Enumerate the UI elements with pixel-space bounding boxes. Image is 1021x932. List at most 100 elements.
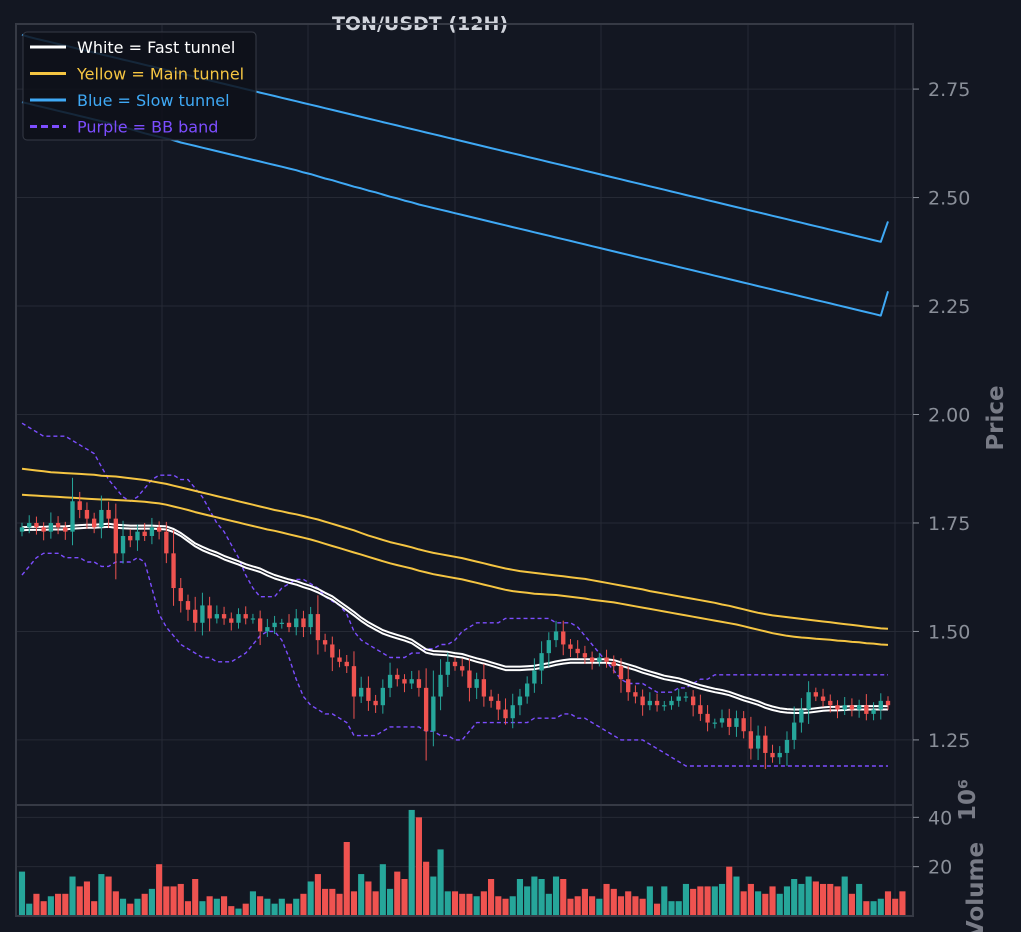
- candle-body: [438, 674, 443, 697]
- volume-bar: [755, 891, 762, 916]
- volume-bar: [819, 883, 827, 916]
- volume-bar: [228, 906, 235, 916]
- volume-bar: [726, 866, 733, 916]
- volume-bar: [192, 879, 199, 916]
- volume-bar: [379, 864, 386, 916]
- candle-body: [705, 713, 710, 723]
- volume-bar: [127, 903, 134, 916]
- volume-bar: [495, 896, 502, 916]
- volume-bar: [163, 886, 170, 916]
- candle-body: [402, 679, 407, 684]
- candle-body: [178, 588, 183, 602]
- candle-body: [488, 696, 494, 701]
- volume-bar: [682, 883, 690, 916]
- candle-body: [618, 666, 624, 680]
- volume-bar: [451, 891, 459, 916]
- price-tick-label: 1.25: [928, 730, 970, 752]
- price-tick-label: 2.50: [928, 188, 970, 210]
- candle-body: [301, 618, 306, 628]
- volume-bar: [213, 898, 220, 916]
- legend-label: Yellow = Main tunnel: [76, 65, 244, 84]
- candle-body: [517, 696, 523, 706]
- volume-bar: [220, 896, 228, 916]
- candle-body: [19, 527, 25, 532]
- candle-body: [330, 644, 335, 658]
- volume-bar: [235, 908, 242, 916]
- volume-bar: [762, 893, 769, 916]
- candle-body: [813, 692, 818, 697]
- candle-body: [878, 700, 883, 710]
- volume-bar: [552, 876, 560, 916]
- price-tick-label: 2.75: [928, 79, 970, 101]
- price-tick-label: 2.00: [928, 405, 970, 427]
- price-tick-label: 1.50: [928, 621, 970, 643]
- volume-bar: [863, 901, 870, 916]
- candle-body: [604, 657, 609, 662]
- candle-body: [207, 605, 212, 619]
- volume-bar: [26, 903, 33, 916]
- candle-body: [842, 705, 847, 710]
- candle-body: [92, 518, 97, 528]
- volume-bar: [55, 893, 62, 916]
- candle-body: [193, 609, 198, 623]
- candle-body: [70, 501, 75, 532]
- volume-bar: [791, 879, 798, 916]
- volume-bar: [47, 896, 54, 916]
- candle-body: [250, 618, 256, 620]
- candle-body: [835, 705, 840, 710]
- volume-bar: [747, 883, 754, 916]
- volume-bar: [206, 896, 213, 916]
- candle-body: [792, 722, 797, 740]
- volume-bar: [675, 901, 682, 916]
- candle-body: [344, 661, 349, 667]
- candle-body: [885, 700, 891, 706]
- candle-body: [683, 696, 689, 698]
- candlesticks: [19, 477, 891, 770]
- volume-bar: [242, 903, 249, 916]
- legend: White = Fast tunnel Yellow = Main tunnel B…: [22, 31, 257, 141]
- candle-body: [445, 661, 450, 675]
- volume-bar: [892, 898, 899, 916]
- volume-bar: [899, 891, 906, 916]
- volume-bar: [322, 888, 329, 916]
- candle-body: [575, 648, 580, 654]
- candle-body: [539, 653, 544, 671]
- volume-bar: [690, 888, 697, 916]
- candle-body: [561, 631, 566, 645]
- candle-body: [236, 614, 241, 623]
- candle-body: [214, 614, 220, 619]
- volume-tick-label: 40: [928, 807, 952, 829]
- volume-multiplier-label: 10⁶: [955, 779, 981, 821]
- candle-body: [423, 687, 429, 732]
- candle-body: [373, 700, 378, 706]
- candle-body: [777, 752, 782, 758]
- volume-bar: [589, 896, 596, 916]
- volume-bar: [841, 876, 848, 916]
- volume-bar: [884, 891, 892, 916]
- candle-body: [128, 535, 133, 541]
- candle-body: [741, 718, 746, 732]
- volume-bar: [300, 893, 307, 916]
- candle-body: [669, 700, 674, 706]
- volume-bar: [112, 891, 119, 916]
- legend-label: Blue = Slow tunnel: [77, 91, 230, 110]
- candle-body: [200, 605, 205, 623]
- candle-body: [799, 709, 804, 723]
- price-tick-label: 2.25: [928, 296, 970, 318]
- candle-body: [676, 696, 681, 701]
- candle-body: [626, 679, 631, 693]
- volume-bar: [177, 883, 184, 916]
- candle-body: [395, 674, 400, 680]
- volume-bar: [610, 888, 617, 916]
- volume-bar: [509, 896, 516, 916]
- candle-body: [820, 696, 826, 701]
- volume-bar: [653, 903, 661, 916]
- volume-panel-frame: [15, 804, 914, 917]
- candle-body: [690, 696, 696, 706]
- volume-bar: [271, 903, 278, 916]
- candle-body: [221, 614, 227, 619]
- volume-bar: [733, 876, 740, 916]
- candle-body: [113, 518, 118, 554]
- volume-bar: [394, 871, 401, 916]
